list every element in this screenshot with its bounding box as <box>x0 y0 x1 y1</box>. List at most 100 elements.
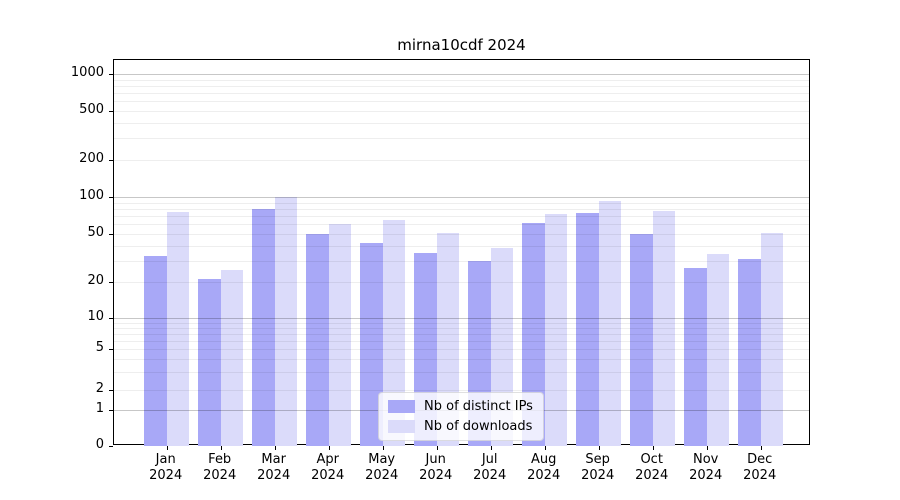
chart-title: mirna10cdf 2024 <box>397 36 526 54</box>
x-tick-label-sep: Sep 2024 <box>570 452 626 484</box>
y-tick-label-20: 20 <box>87 273 104 288</box>
x-label-year: 2024 <box>311 468 345 483</box>
x-tick-label-jul: Jul 2024 <box>462 452 518 484</box>
bar-distinct-ips-dec <box>738 259 761 446</box>
y-tick-100 <box>109 197 113 199</box>
x-tick-feb <box>220 446 222 450</box>
x-tick-aug <box>544 446 546 450</box>
bar-downloads-nov <box>706 254 730 446</box>
y-tick-label-0: 0 <box>95 437 104 452</box>
bar-downloads-jan <box>166 211 190 446</box>
x-tick-may <box>382 446 384 450</box>
legend-row-downloads: Nb of downloads <box>388 419 533 434</box>
x-label-month: Jul <box>481 452 498 467</box>
y-tick-10 <box>109 318 113 320</box>
x-tick-label-mar: Mar 2024 <box>246 452 302 484</box>
x-label-month: Mar <box>261 452 286 467</box>
y-tick-20 <box>109 282 113 284</box>
y-tick-label-1000: 1000 <box>70 65 104 80</box>
gridline-minor-30 <box>114 260 809 262</box>
x-label-year: 2024 <box>635 468 669 483</box>
gridline-minor-2 <box>114 390 809 391</box>
x-tick-label-nov: Nov 2024 <box>678 452 734 484</box>
bar-distinct-ips-apr <box>306 234 329 446</box>
gridline-minor-300 <box>114 138 809 140</box>
x-label-month: May <box>368 452 396 467</box>
gridline-minor-200 <box>114 160 809 161</box>
gridline-minor-3 <box>114 371 809 373</box>
x-tick-label-apr: Apr 2024 <box>300 452 356 484</box>
y-tick-label-1: 1 <box>95 401 104 416</box>
legend: Nb of distinct IPs Nb of downloads <box>378 392 544 441</box>
x-tick-nov <box>706 446 708 450</box>
x-tick-label-jan: Jan 2024 <box>138 452 194 484</box>
x-label-month: Oct <box>640 452 663 467</box>
x-label-month: Nov <box>693 452 719 467</box>
x-tick-label-oct: Oct 2024 <box>624 452 680 484</box>
x-label-month: Jun <box>425 452 446 467</box>
gridline-minor-20 <box>114 282 809 283</box>
x-label-year: 2024 <box>689 468 723 483</box>
x-label-month: Dec <box>747 452 773 467</box>
y-tick-2 <box>109 390 113 392</box>
gridline-minor-70 <box>114 216 809 218</box>
bar-downloads-mar <box>274 197 298 446</box>
gridline-minor-80 <box>114 208 809 210</box>
bar-distinct-ips-feb <box>198 279 221 446</box>
bar-downloads-apr <box>328 224 352 446</box>
legend-row-distinct-ips: Nb of distinct IPs <box>388 399 533 414</box>
x-tick-jan <box>166 446 168 450</box>
x-label-month: Sep <box>585 452 610 467</box>
gridline-minor-600 <box>114 101 809 103</box>
gridline-major-10 <box>114 318 809 319</box>
bar-downloads-dec <box>760 232 784 446</box>
gridline-minor-7 <box>114 333 809 335</box>
gridline-minor-500 <box>114 111 809 112</box>
x-tick-jun <box>436 446 438 450</box>
y-tick-5 <box>109 349 113 351</box>
x-label-year: 2024 <box>527 468 561 483</box>
gridline-major-100 <box>114 197 809 198</box>
gridline-major-1000 <box>114 74 809 75</box>
bar-distinct-ips-may <box>360 243 383 446</box>
gridline-minor-40 <box>114 245 809 247</box>
bar-downloads-aug <box>544 213 568 446</box>
legend-swatch-distinct-ips <box>388 400 415 413</box>
y-tick-label-2: 2 <box>95 381 104 396</box>
gridline-minor-5 <box>114 349 809 350</box>
gridline-minor-400 <box>114 122 809 124</box>
y-tick-label-500: 500 <box>79 102 104 117</box>
x-label-month: Aug <box>530 452 557 467</box>
y-tick-1 <box>109 410 113 412</box>
gridline-minor-700 <box>114 93 809 95</box>
gridline-minor-9 <box>114 322 809 324</box>
x-tick-apr <box>328 446 330 450</box>
x-label-year: 2024 <box>473 468 507 483</box>
x-label-year: 2024 <box>257 468 291 483</box>
bar-distinct-ips-mar <box>252 208 275 446</box>
bar-downloads-may <box>382 219 406 446</box>
bar-distinct-ips-jan <box>144 255 167 446</box>
x-label-month: Jan <box>155 452 176 467</box>
x-tick-oct <box>652 446 654 450</box>
gridline-minor-900 <box>114 79 809 81</box>
bar-downloads-sep <box>598 200 622 446</box>
y-tick-label-5: 5 <box>95 340 104 355</box>
x-label-year: 2024 <box>203 468 237 483</box>
plot-area <box>109 59 810 450</box>
gridline-minor-6 <box>114 340 809 342</box>
x-label-month: Apr <box>316 452 339 467</box>
x-tick-sep <box>598 446 600 450</box>
y-tick-label-10: 10 <box>87 309 104 324</box>
legend-swatch-downloads <box>388 420 415 433</box>
y-tick-50 <box>109 234 113 236</box>
gridline-minor-50 <box>114 234 809 235</box>
y-tick-label-50: 50 <box>87 225 104 240</box>
x-tick-label-dec: Dec 2024 <box>732 452 788 484</box>
x-tick-jul <box>490 446 492 450</box>
y-tick-0 <box>109 446 113 448</box>
x-label-year: 2024 <box>365 468 399 483</box>
bar-distinct-ips-nov <box>684 268 707 446</box>
bar-downloads-feb <box>220 270 244 446</box>
